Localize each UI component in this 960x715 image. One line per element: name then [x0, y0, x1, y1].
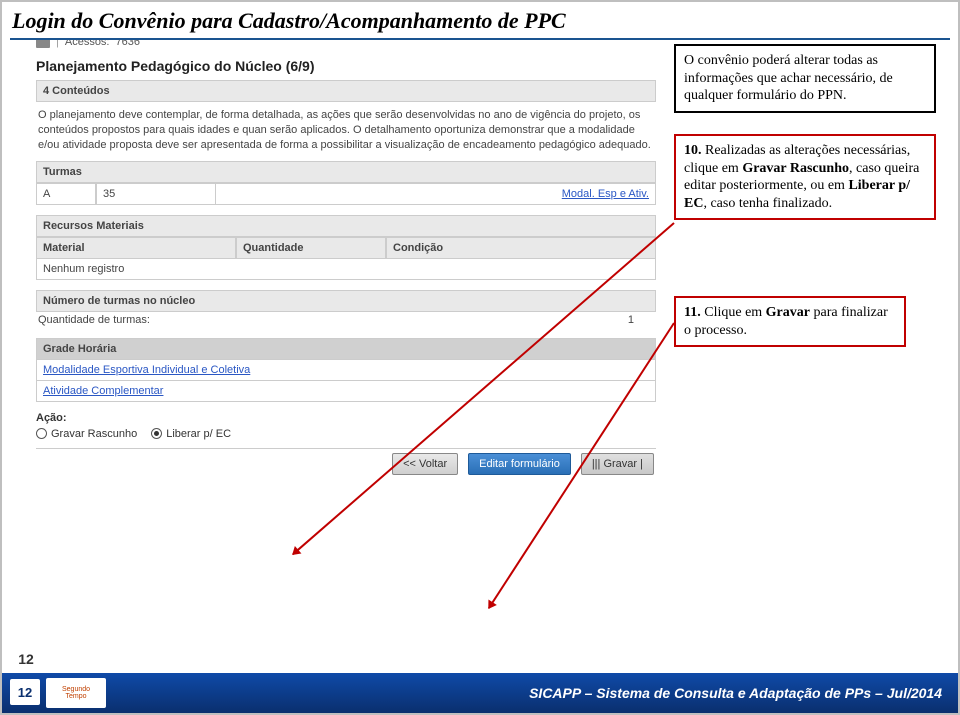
quantidade-value: 1 [628, 314, 654, 326]
acao-block: Ação: Gravar Rascunho Liberar p/ EC [36, 412, 656, 448]
turma-col2: 35 [96, 183, 216, 205]
voltar-button[interactable]: << Voltar [392, 453, 458, 475]
turma-link[interactable]: Modal. Esp e Ativ. [562, 188, 649, 200]
recursos-empty: Nenhum registro [36, 259, 656, 280]
turma-row: A 35 Modal. Esp e Ativ. [36, 183, 656, 205]
radio-rascunho[interactable] [36, 428, 47, 439]
c3-a: Clique em [701, 305, 766, 320]
radio-liberar[interactable] [151, 428, 162, 439]
th-condicao: Condição [386, 237, 656, 259]
footer: 12 Segundo Tempo SICAPP – Sistema de Con… [2, 673, 958, 713]
c2-b1: Gravar Rascunho [742, 161, 849, 176]
logo-icon: Segundo Tempo [46, 678, 106, 708]
page-heading: Planejamento Pedagógico do Núcleo (6/9) [36, 58, 656, 74]
radio-liberar-label: Liberar p/ EC [166, 428, 231, 440]
slide-title: Login do Convênio para Cadastro/Acompanh… [12, 8, 566, 33]
c2-num: 10. [684, 143, 702, 158]
c2-d: , caso tenha finalizado. [703, 196, 832, 211]
recursos-headers: Material Quantidade Condição [36, 237, 656, 259]
gravar-button[interactable]: ||| Gravar | [581, 453, 654, 475]
th-material: Material [36, 237, 236, 259]
section-grade: Grade Horária [36, 338, 656, 360]
section-turmas: Turmas [36, 161, 656, 183]
page-number: 12 [12, 651, 40, 667]
button-bar: << Voltar Editar formulário ||| Gravar | [36, 448, 656, 481]
logo-line2: Tempo [65, 693, 86, 700]
radio-row: Gravar Rascunho Liberar p/ EC [36, 426, 656, 448]
section-numero-turmas: Número de turmas no núcleo [36, 290, 656, 312]
radio-rascunho-label: Gravar Rascunho [51, 428, 137, 440]
acao-label: Ação: [36, 412, 656, 424]
embedded-screenshot: | Acessos: 7636 Planejamento Pedagógico … [36, 36, 656, 481]
th-quantidade: Quantidade [236, 237, 386, 259]
editar-button[interactable]: Editar formulário [468, 453, 571, 475]
c3-num: 11. [684, 305, 701, 320]
c3-b: Gravar [766, 305, 810, 320]
quantidade-label: Quantidade de turmas: [38, 314, 150, 326]
section-recursos: Recursos Materiais [36, 215, 656, 237]
page-chip: 12 [10, 679, 40, 705]
callout-step11: 11. Clique em Gravar para finalizar o pr… [674, 296, 906, 347]
callout-info-text: O convênio poderá alterar todas as infor… [684, 53, 893, 103]
footer-text: SICAPP – Sistema de Consulta e Adaptação… [529, 685, 942, 701]
grade-row2[interactable]: Atividade Complementar [36, 381, 656, 402]
callout-step10: 10. Realizadas as alterações necessárias… [674, 134, 936, 220]
section-conteudos: 4 Conteúdos [36, 80, 656, 102]
callout-info: O convênio poderá alterar todas as infor… [674, 44, 936, 113]
conteudos-text: O planejamento deve contemplar, de forma… [36, 102, 656, 161]
slide-title-box: Login do Convênio para Cadastro/Acompanh… [10, 6, 950, 40]
turma-col1: A [36, 183, 96, 205]
grade-row1[interactable]: Modalidade Esportiva Individual e Coleti… [36, 360, 656, 381]
logo-line1: Segundo [62, 686, 90, 693]
